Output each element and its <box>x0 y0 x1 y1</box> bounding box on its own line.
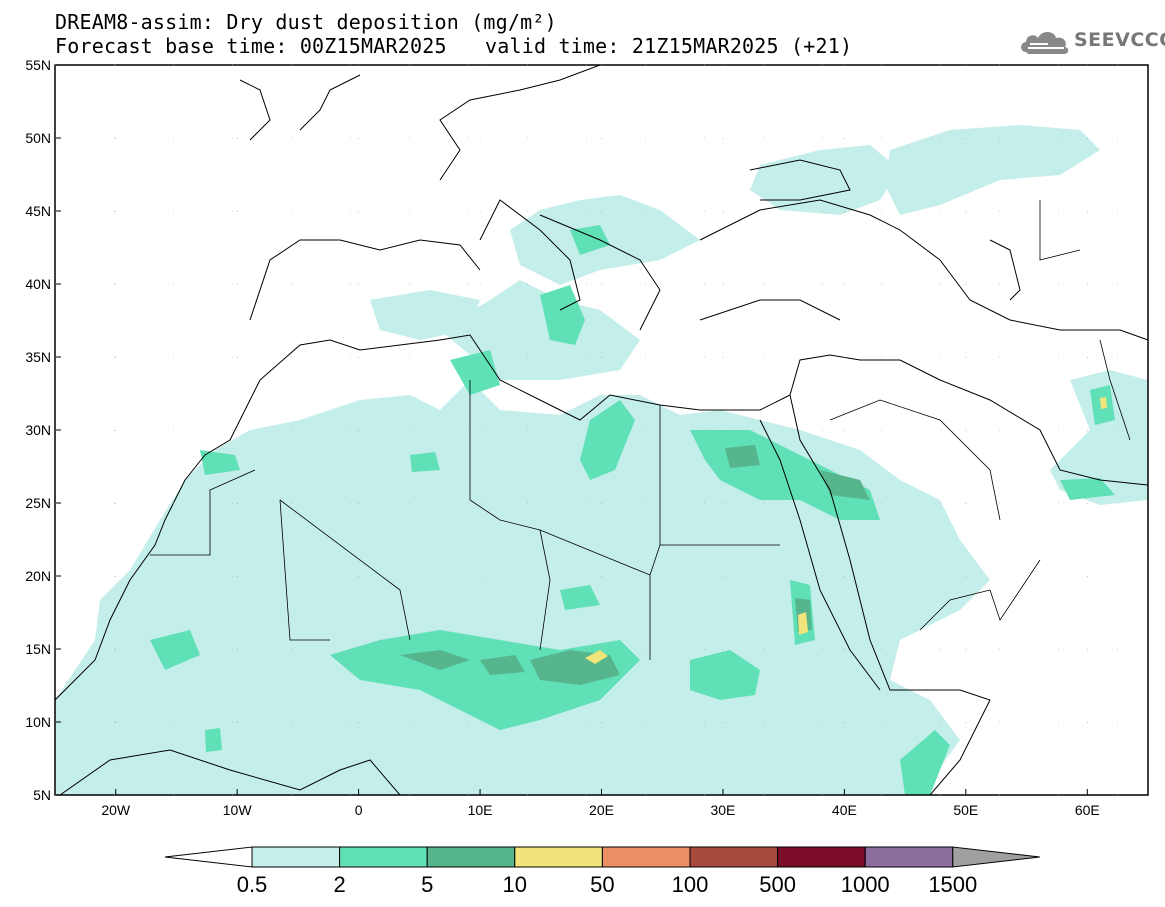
colorbar-labels: 0.5 2 5 10 50 100 500 1000 1500 <box>237 872 978 897</box>
lon-label: 10W <box>223 802 253 818</box>
colorbar-max-arrow <box>952 846 1040 868</box>
colorbar-label: 500 <box>759 872 796 897</box>
lon-label: 50E <box>953 802 978 818</box>
colorbar-label: 50 <box>590 872 614 897</box>
deposition-10-50 <box>585 397 1107 664</box>
colorbar-segment <box>689 846 779 868</box>
coastlines <box>55 65 1148 795</box>
lat-label: 55N <box>25 57 51 73</box>
cloud-icon <box>1021 32 1069 54</box>
deposition-field <box>55 65 1148 795</box>
seevccc-logo: SEEVCCC <box>1018 24 1165 58</box>
colorbar-label: 1000 <box>841 872 890 897</box>
colorbar-segments <box>164 846 1040 868</box>
country-borders <box>150 200 1131 660</box>
colorbar-min-arrow <box>164 846 253 868</box>
colorbar-segment <box>426 846 516 868</box>
forecast-base-label: Forecast base time: 00Z15MAR2025 <box>55 34 447 58</box>
lat-label: 30N <box>25 422 51 438</box>
lat-label: 40N <box>25 276 51 292</box>
lat-label: 45N <box>25 203 51 219</box>
colorbar-label: 5 <box>421 872 433 897</box>
lat-label: 25N <box>25 495 51 511</box>
lon-label: 20W <box>101 802 131 818</box>
lat-label: 50N <box>25 130 51 146</box>
lon-label: 0 <box>355 802 363 818</box>
lat-label: 20N <box>25 568 51 584</box>
lon-label: 20E <box>589 802 614 818</box>
lat-label: 35N <box>25 349 51 365</box>
colorbar-label: 10 <box>503 872 527 897</box>
lon-label: 10E <box>468 802 493 818</box>
colorbar-label: 2 <box>333 872 345 897</box>
lat-label: 15N <box>25 641 51 657</box>
logo-text: SEEVCCC <box>1074 29 1165 51</box>
lon-label: 40E <box>832 802 857 818</box>
valid-time-label: valid time: 21Z15MAR2025 (+21) <box>485 34 853 58</box>
lat-label: 10N <box>25 714 51 730</box>
axis-labels: 55N 50N 45N 40N 35N 30N 25N 20N 15N 10N 5N 20W 10W 0 1… <box>25 57 1148 818</box>
colorbar-label: 100 <box>672 872 709 897</box>
lon-label: 60E <box>1075 802 1100 818</box>
colorbar-segment <box>601 846 691 868</box>
colorbar-label: 0.5 <box>237 872 268 897</box>
colorbar-segment <box>251 846 341 868</box>
colorbar-segment <box>339 846 428 868</box>
lon-label: 30E <box>710 802 735 818</box>
colorbar-label: 1500 <box>928 872 977 897</box>
map-title: DREAM8-assim: Dry dust deposition (mg/m²… <box>55 10 557 34</box>
forecast-base-time: Forecast base time: 00Z15MAR2025 valid ti… <box>55 34 852 58</box>
colorbar-segment <box>864 846 954 868</box>
lat-label: 5N <box>33 787 51 803</box>
colorbar-segment <box>777 846 866 868</box>
colorbar-segment <box>514 846 603 868</box>
